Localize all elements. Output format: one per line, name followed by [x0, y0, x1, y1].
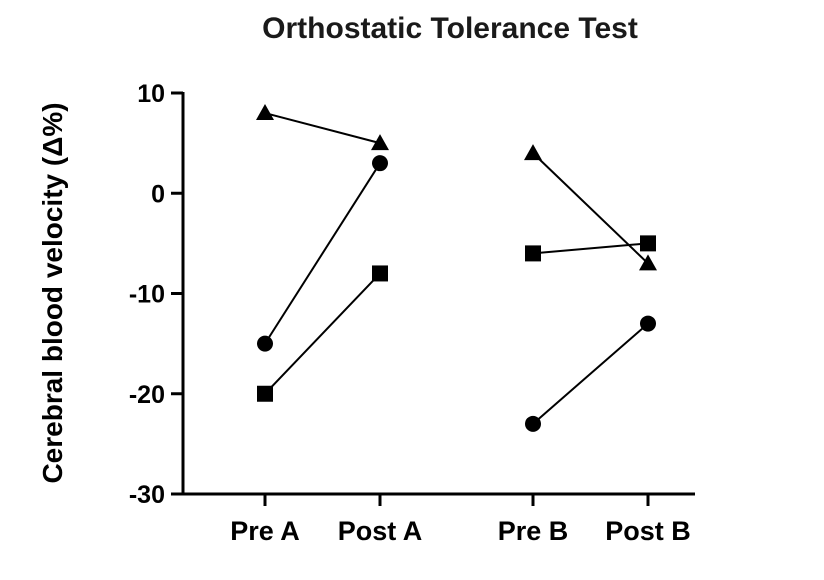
x-category-label: Post A — [338, 516, 423, 546]
data-point-circle — [525, 415, 541, 432]
y-axis-label: Cerebral blood velocity (Δ%) — [37, 102, 68, 483]
y-tick-label: 0 — [151, 180, 165, 208]
series-markers — [256, 104, 657, 432]
series-line-circle — [532, 322, 649, 425]
data-point-square — [525, 245, 541, 262]
data-point-triangle — [639, 254, 657, 271]
y-tick-label: -30 — [129, 481, 165, 509]
x-category-label: Post B — [605, 516, 691, 546]
data-point-triangle — [524, 144, 542, 161]
series-line-circle — [264, 162, 381, 345]
data-point-square — [257, 385, 273, 402]
chart-title: Orthostatic Tolerance Test — [262, 12, 638, 45]
data-point-square — [640, 235, 656, 252]
data-point-triangle — [256, 104, 274, 121]
y-tick-label: 10 — [137, 80, 165, 108]
x-categories: Pre A Post A Pre B Post B — [230, 494, 691, 546]
y-tick-label: -10 — [129, 281, 165, 309]
series-line-triangle — [264, 112, 381, 145]
data-point-circle — [257, 335, 273, 352]
data-point-circle — [640, 315, 656, 332]
x-category-label: Pre B — [498, 516, 569, 546]
series-lines — [264, 112, 649, 425]
y-ticks: 10 0 -10 -20 -30 — [129, 80, 183, 509]
x-category-label: Pre A — [230, 516, 300, 546]
axes — [181, 92, 695, 496]
series-line-triangle — [532, 152, 649, 265]
y-tick-label: -20 — [129, 381, 165, 409]
data-point-square — [372, 265, 388, 282]
series-line-square — [264, 272, 381, 395]
data-point-circle — [372, 155, 388, 172]
series-line-square — [532, 242, 649, 255]
data-point-triangle — [371, 134, 389, 151]
